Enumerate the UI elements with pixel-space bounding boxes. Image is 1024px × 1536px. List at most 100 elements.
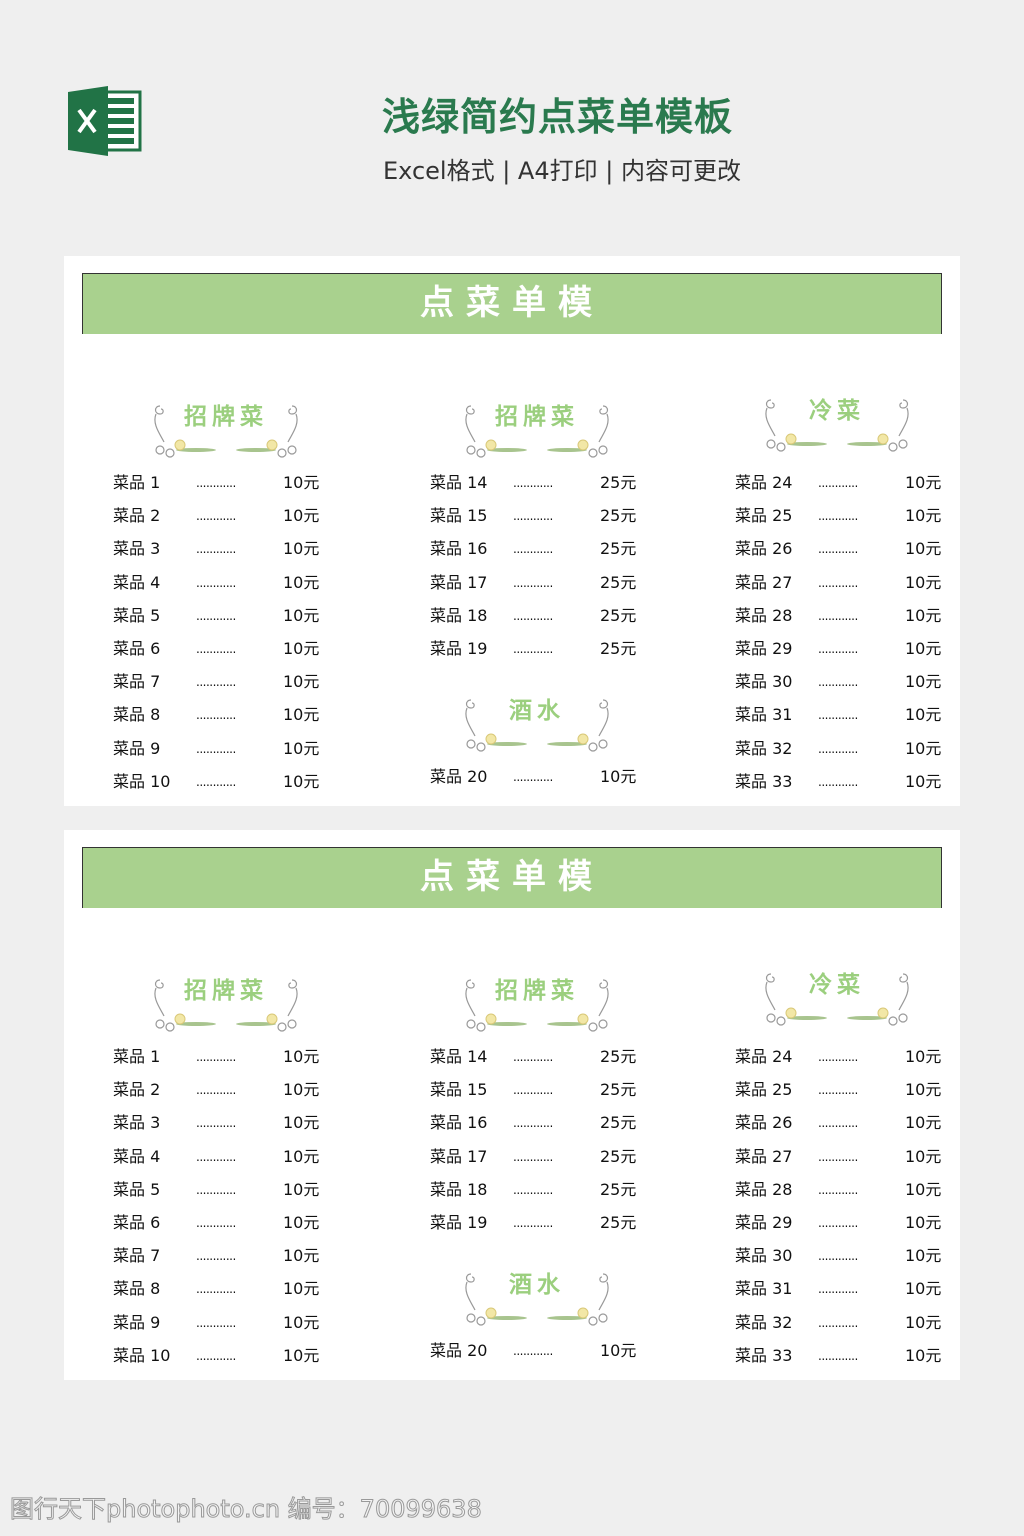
section-header: 招牌菜 — [457, 398, 617, 460]
menu-item: 菜品 3............ 10元 — [113, 538, 319, 560]
dot-leader: ............ — [818, 509, 858, 524]
menu-item: 菜品 28............ 10元 — [735, 1179, 941, 1201]
item-price: 10元 — [283, 473, 320, 492]
section-header: 酒水 — [457, 692, 617, 754]
item-price: 10元 — [905, 1345, 942, 1365]
floral-ornament-icon — [465, 699, 609, 752]
dot-leader: ............ — [196, 675, 236, 690]
item-price: 10元 — [905, 1047, 942, 1066]
dot-leader: ............ — [818, 642, 858, 656]
item-price: 25元 — [600, 1080, 637, 1100]
item-name: 菜品 26 — [735, 539, 793, 559]
section-header: 冷菜 — [757, 966, 917, 1028]
item-name: 菜品 28 — [735, 1179, 793, 1199]
dot-leader: ............ — [818, 476, 858, 490]
menu-item: 菜品 30............ 10元 — [735, 1245, 941, 1267]
item-name: 菜品 19 — [430, 639, 488, 658]
dot-leader: ............ — [513, 476, 553, 490]
item-name: 菜品 24 — [735, 473, 793, 492]
dot-leader: ............ — [513, 608, 553, 623]
item-name: 菜品 9 — [113, 1312, 161, 1332]
dot-leader: ............ — [196, 741, 236, 756]
item-price: 25元 — [600, 1213, 637, 1232]
item-price: 25元 — [600, 1179, 637, 1199]
dot-leader: ............ — [196, 1216, 236, 1230]
section-title: 酒水 — [509, 698, 565, 724]
floral-ornament-icon — [465, 1273, 609, 1326]
item-price: 10元 — [905, 539, 942, 559]
item-name: 菜品 32 — [735, 1312, 793, 1332]
menu-item: 菜品 31............ 10元 — [735, 704, 941, 726]
dot-leader: ............ — [818, 608, 858, 623]
item-price: 25元 — [600, 572, 637, 592]
menu-item: 菜品 20............ 10元 — [430, 766, 636, 788]
menu-item: 菜品 5............ 10元 — [113, 605, 319, 627]
item-price: 10元 — [905, 1113, 942, 1133]
menu-item: 菜品 14............ 25元 — [430, 472, 636, 494]
section-title: 招牌菜 — [184, 978, 268, 1004]
item-price: 10元 — [905, 639, 942, 658]
watermark: 图行天下photophoto.cn 编号：70099638 — [10, 1495, 483, 1524]
item-name: 菜品 32 — [735, 738, 793, 758]
item-price: 25元 — [600, 1146, 637, 1166]
dot-leader: ............ — [513, 1050, 553, 1064]
item-name: 菜品 8 — [113, 705, 161, 725]
dot-leader: ............ — [196, 774, 236, 789]
dot-leader: ............ — [818, 1116, 858, 1131]
menu-item: 菜品 2............ 10元 — [113, 505, 319, 527]
dot-leader: ............ — [196, 708, 236, 723]
menu-item: 菜品 31............ 10元 — [735, 1278, 941, 1300]
item-name: 菜品 25 — [735, 506, 793, 526]
menu-banner: 点菜单模 — [82, 273, 942, 334]
item-price: 10元 — [283, 572, 320, 592]
item-name: 菜品 4 — [113, 572, 161, 592]
dot-leader: ............ — [818, 1050, 858, 1064]
item-price: 25元 — [600, 1047, 637, 1066]
item-price: 10元 — [283, 539, 320, 559]
menu-item: 菜品 29............ 10元 — [735, 638, 941, 660]
dot-leader: ............ — [513, 642, 553, 656]
item-price: 10元 — [283, 1312, 320, 1332]
menu-item: 菜品 4............ 10元 — [113, 572, 319, 594]
dot-leader: ............ — [818, 1282, 858, 1297]
dot-leader: ............ — [513, 1182, 553, 1197]
menu-item: 菜品 16............ 25元 — [430, 1112, 636, 1134]
item-price: 10元 — [283, 1179, 320, 1199]
menu-item: 菜品 15............ 25元 — [430, 1079, 636, 1101]
menu-item: 菜品 1............ 10元 — [113, 472, 319, 494]
menu-item: 菜品 30............ 10元 — [735, 671, 941, 693]
section-header: 招牌菜 — [457, 972, 617, 1034]
menu-item: 菜品 17............ 25元 — [430, 572, 636, 594]
item-price: 10元 — [283, 1080, 320, 1100]
menu-item: 菜品 27............ 10元 — [735, 1146, 941, 1168]
item-name: 菜品 24 — [735, 1047, 793, 1066]
menu-item: 菜品 15............ 25元 — [430, 505, 636, 527]
dot-leader: ............ — [818, 1083, 858, 1098]
dot-leader: ............ — [196, 1116, 236, 1131]
dot-leader: ............ — [196, 1315, 236, 1330]
menu-item: 菜品 9............ 10元 — [113, 1312, 319, 1334]
menu-item: 菜品 33............ 10元 — [735, 771, 941, 793]
page-subtitle: Excel格式 | A4打印 | 内容可更改 — [383, 157, 741, 185]
item-name: 菜品 26 — [735, 1113, 793, 1133]
item-price: 10元 — [905, 1179, 942, 1199]
item-price: 10元 — [283, 672, 320, 692]
item-name: 菜品 15 — [430, 506, 488, 526]
item-price: 10元 — [905, 473, 942, 492]
dot-leader: ............ — [818, 774, 858, 789]
item-name: 菜品 28 — [735, 605, 793, 625]
menu-item: 菜品 18............ 25元 — [430, 1179, 636, 1201]
menu-item: 菜品 29............ 10元 — [735, 1212, 941, 1234]
menu-item: 菜品 10............ 10元 — [113, 771, 319, 793]
dot-leader: ............ — [196, 509, 236, 524]
item-name: 菜品 27 — [735, 572, 793, 592]
item-price: 10元 — [283, 1279, 320, 1299]
section-title: 冷菜 — [809, 398, 865, 424]
menu-item: 菜品 26............ 10元 — [735, 1112, 941, 1134]
dot-leader: ............ — [513, 1083, 553, 1098]
dot-leader: ............ — [818, 542, 858, 557]
item-price: 10元 — [905, 1279, 942, 1299]
dot-leader: ............ — [818, 1182, 858, 1197]
menu-item: 菜品 25............ 10元 — [735, 1079, 941, 1101]
menu-item: 菜品 20............ 10元 — [430, 1340, 636, 1362]
